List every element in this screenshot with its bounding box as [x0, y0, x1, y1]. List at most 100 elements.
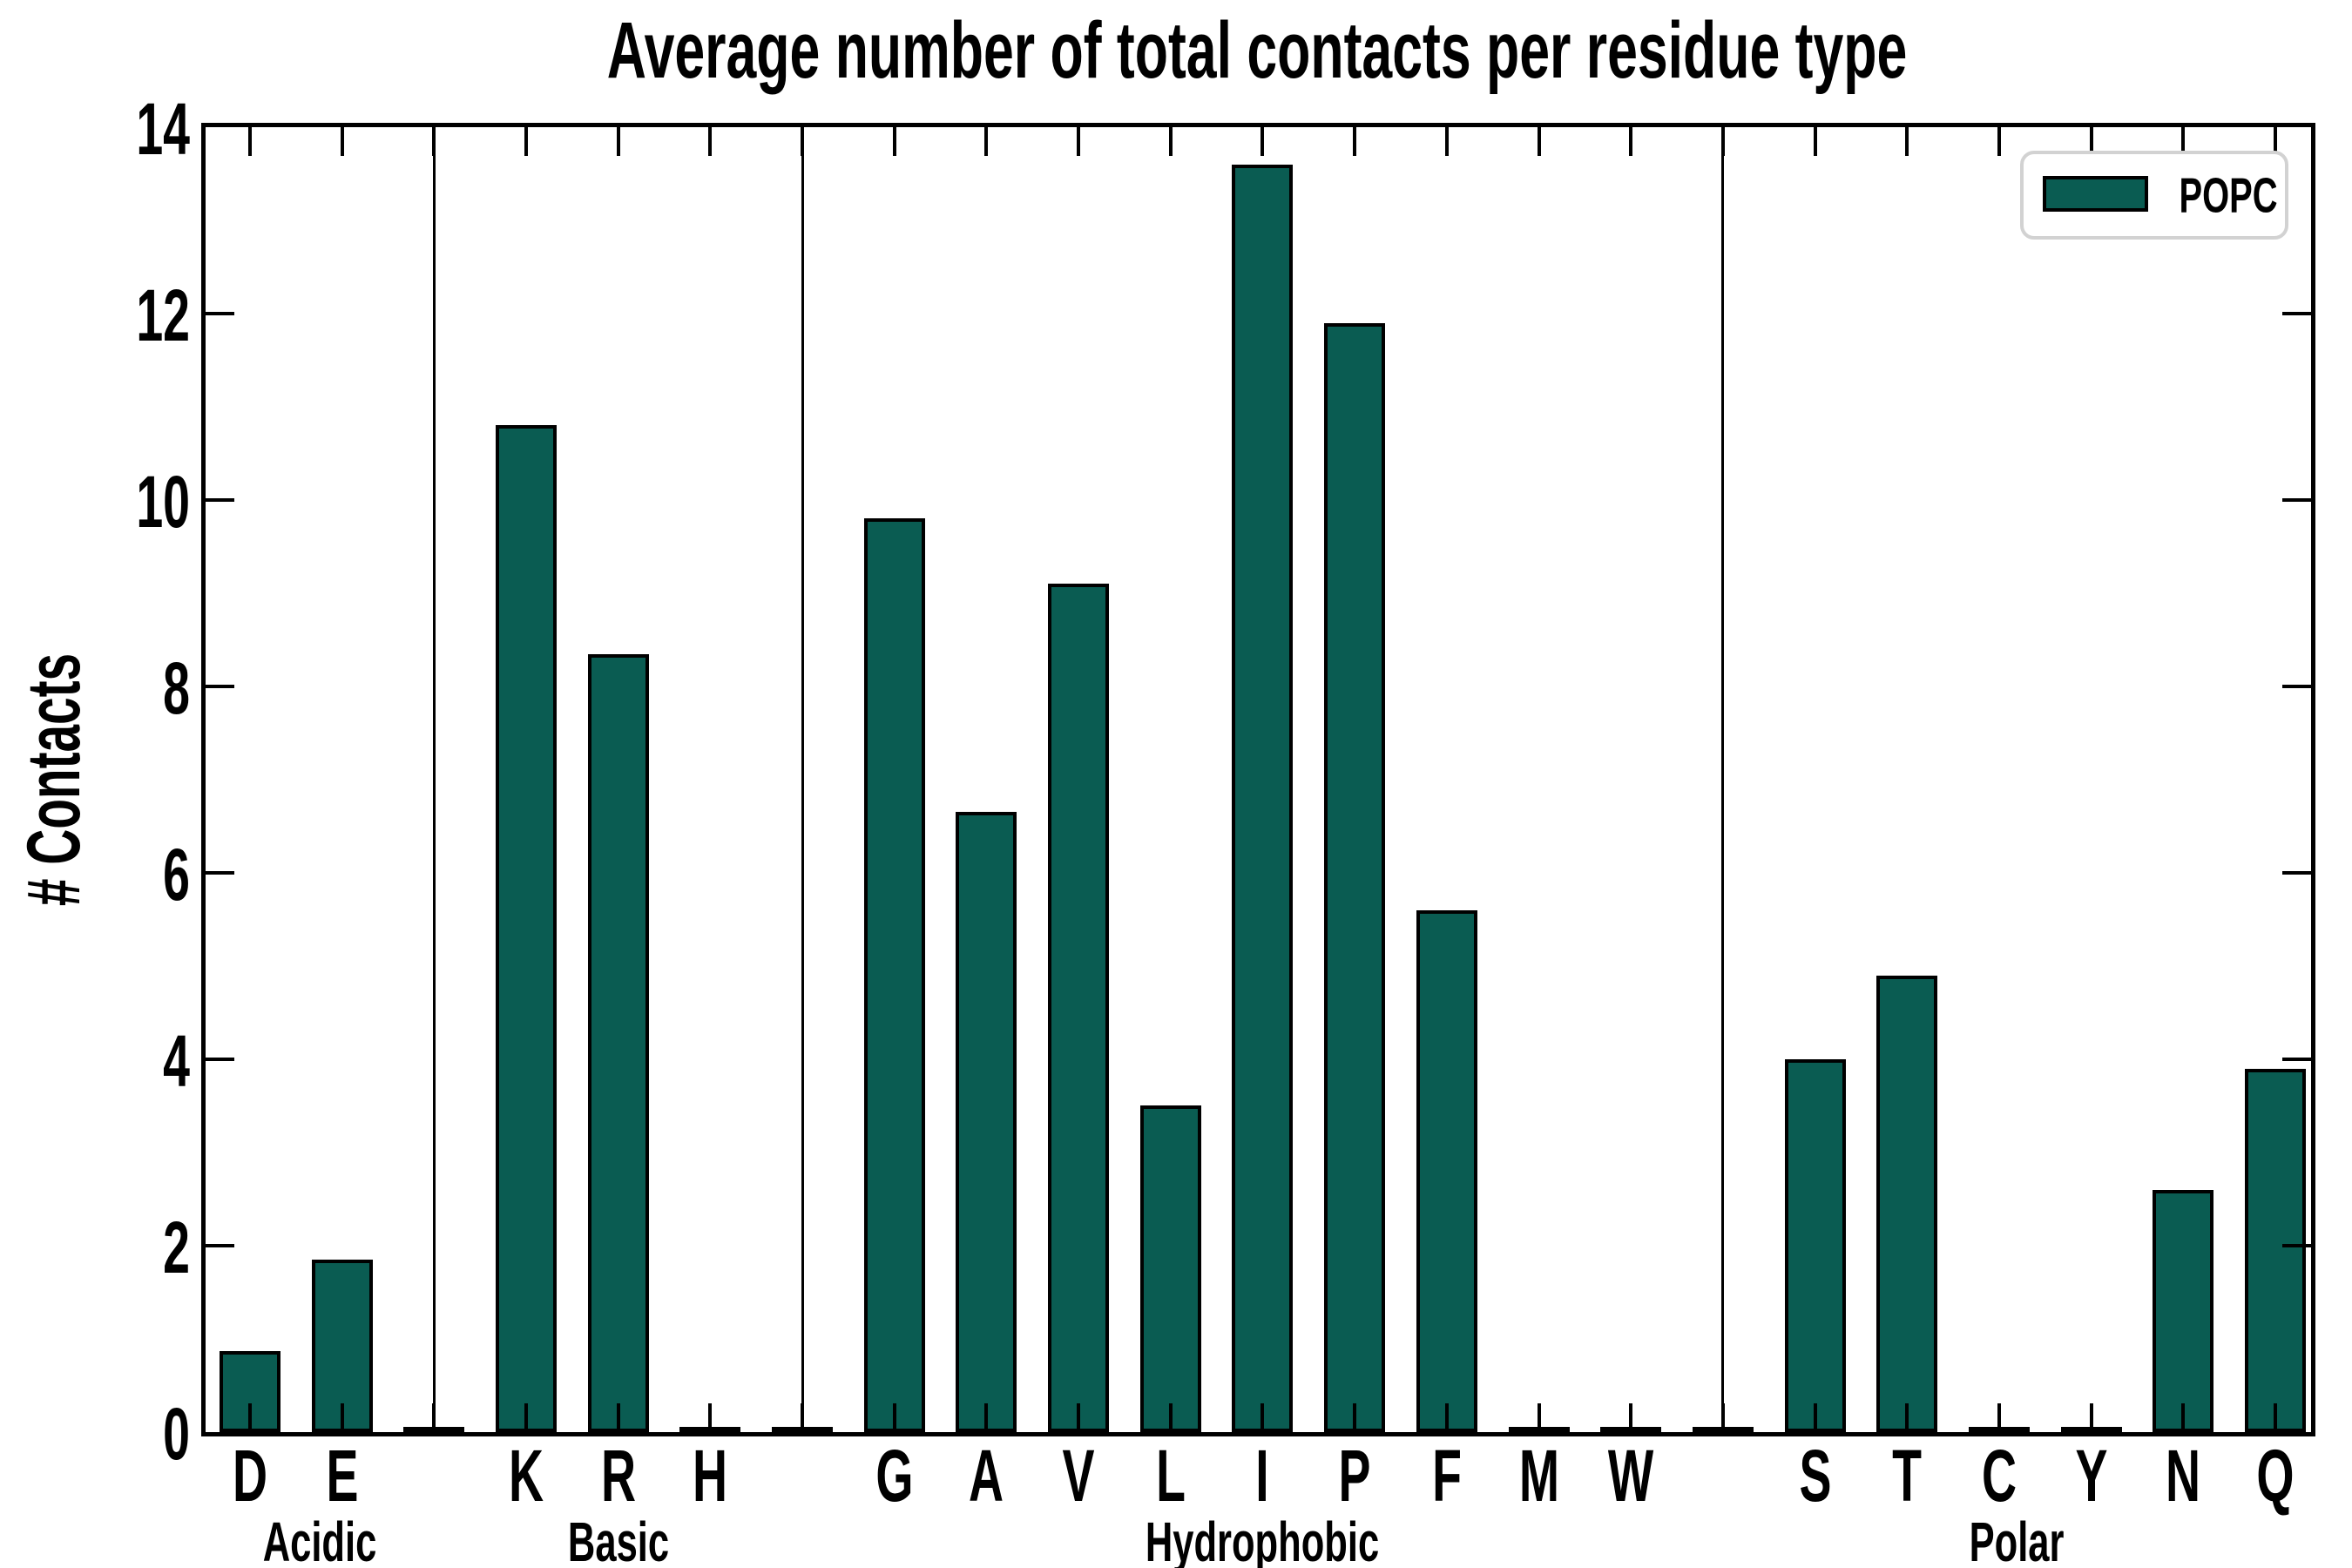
bar-S: [1784, 1059, 1846, 1432]
x-tick-bottom: [2273, 1403, 2277, 1432]
x-tick-bottom: [1629, 1403, 1633, 1432]
x-tick-bottom: [248, 1403, 252, 1432]
bar-P: [1324, 323, 1386, 1432]
x-tick-label-S: S: [1799, 1435, 1832, 1517]
x-tick-label-G: G: [875, 1435, 914, 1517]
x-tick-bottom: [1168, 1403, 1173, 1432]
x-tick-bottom: [432, 1403, 436, 1432]
y-tick-right: [2282, 871, 2311, 875]
x-tick-top: [616, 127, 620, 156]
y-tick-right: [2282, 312, 2311, 315]
y-tick-left: [206, 1244, 234, 1247]
x-tick-label-E: E: [326, 1435, 359, 1517]
x-tick-label-D: D: [232, 1435, 268, 1517]
x-tick-label-P: P: [1338, 1435, 1371, 1517]
y-tick-label: 6: [163, 834, 190, 916]
x-tick-label-T: T: [1892, 1435, 1923, 1517]
x-tick-label-Y: Y: [2075, 1435, 2108, 1517]
x-tick-label-N: N: [2166, 1435, 2201, 1517]
x-tick-bottom: [1997, 1403, 2001, 1432]
x-tick-label-I: I: [1255, 1435, 1270, 1517]
x-tick-top: [801, 127, 805, 156]
x-tick-label-L: L: [1155, 1435, 1186, 1517]
x-tick-bottom: [1077, 1403, 1081, 1432]
group-label-polar: Polar: [1970, 1511, 2065, 1568]
x-tick-top: [2181, 127, 2186, 156]
group-divider: [1721, 127, 1725, 1432]
legend: POPC: [2020, 151, 2288, 240]
y-tick-left: [206, 685, 234, 688]
x-tick-top: [248, 127, 252, 156]
x-tick-top: [2273, 127, 2277, 156]
x-tick-top: [1997, 127, 2001, 156]
bar-N: [2153, 1190, 2214, 1432]
bar-I: [1232, 165, 1294, 1432]
group-label-acidic: Acidic: [262, 1511, 377, 1568]
y-axis-label: # Contacts: [12, 652, 96, 907]
y-tick-right: [2282, 685, 2311, 688]
group-divider: [801, 127, 804, 1432]
x-tick-label-H: H: [693, 1435, 728, 1517]
x-tick-bottom: [1537, 1403, 1541, 1432]
bar-Q: [2244, 1069, 2306, 1432]
chart-title: Average number of total contacts per res…: [606, 6, 1908, 95]
bar-T: [1876, 976, 1938, 1432]
y-tick-left: [206, 312, 234, 315]
y-tick-left: [206, 498, 234, 502]
legend-color-swatch: [2043, 176, 2148, 212]
y-tick-label: 0: [163, 1393, 190, 1475]
x-tick-label-A: A: [969, 1435, 1004, 1517]
x-tick-bottom: [1260, 1403, 1265, 1432]
group-divider: [432, 127, 436, 1432]
x-tick-top: [892, 127, 896, 156]
y-tick-label: 8: [163, 647, 190, 729]
x-tick-bottom: [524, 1403, 529, 1432]
x-tick-top: [984, 127, 989, 156]
x-tick-top: [1168, 127, 1173, 156]
x-tick-top: [1444, 127, 1449, 156]
bar-L: [1139, 1105, 1201, 1432]
x-tick-top: [708, 127, 713, 156]
legend-label: POPC: [2179, 167, 2278, 224]
y-tick-left: [206, 871, 234, 875]
x-tick-bottom: [708, 1403, 713, 1432]
group-label-basic: Basic: [567, 1511, 669, 1568]
y-tick-left: [206, 1058, 234, 1061]
x-tick-top: [1905, 127, 1909, 156]
x-tick-bottom: [1905, 1403, 1909, 1432]
x-tick-top: [1260, 127, 1265, 156]
x-tick-bottom: [1720, 1403, 1725, 1432]
y-tick-right: [2282, 1058, 2311, 1061]
y-tick-label: 4: [163, 1020, 190, 1102]
group-label-hydrophobic: Hydrophobic: [1146, 1511, 1380, 1568]
bar-G: [863, 518, 925, 1432]
x-tick-top: [1813, 127, 1817, 156]
x-tick-label-R: R: [600, 1435, 636, 1517]
x-tick-bottom: [801, 1403, 805, 1432]
x-tick-bottom: [2089, 1403, 2093, 1432]
x-tick-label-W: W: [1608, 1435, 1654, 1517]
x-tick-bottom: [1813, 1403, 1817, 1432]
x-tick-top: [1537, 127, 1541, 156]
x-tick-bottom: [1353, 1403, 1357, 1432]
x-tick-bottom: [984, 1403, 989, 1432]
bar-R: [587, 654, 649, 1432]
bar-V: [1048, 584, 1110, 1432]
bar-K: [496, 425, 558, 1432]
x-tick-bottom: [892, 1403, 896, 1432]
bar-F: [1416, 910, 1477, 1432]
x-tick-label-C: C: [1981, 1435, 2017, 1517]
x-tick-top: [432, 127, 436, 156]
y-tick-right: [2282, 1244, 2311, 1247]
x-tick-top: [1629, 127, 1633, 156]
x-tick-bottom: [1444, 1403, 1449, 1432]
bar-A: [956, 812, 1017, 1432]
x-tick-label-V: V: [1062, 1435, 1095, 1517]
x-tick-label-M: M: [1518, 1435, 1559, 1517]
x-tick-top: [2089, 127, 2093, 156]
y-tick-right: [2282, 498, 2311, 502]
x-tick-top: [1353, 127, 1357, 156]
x-tick-bottom: [2181, 1403, 2186, 1432]
x-tick-top: [340, 127, 344, 156]
